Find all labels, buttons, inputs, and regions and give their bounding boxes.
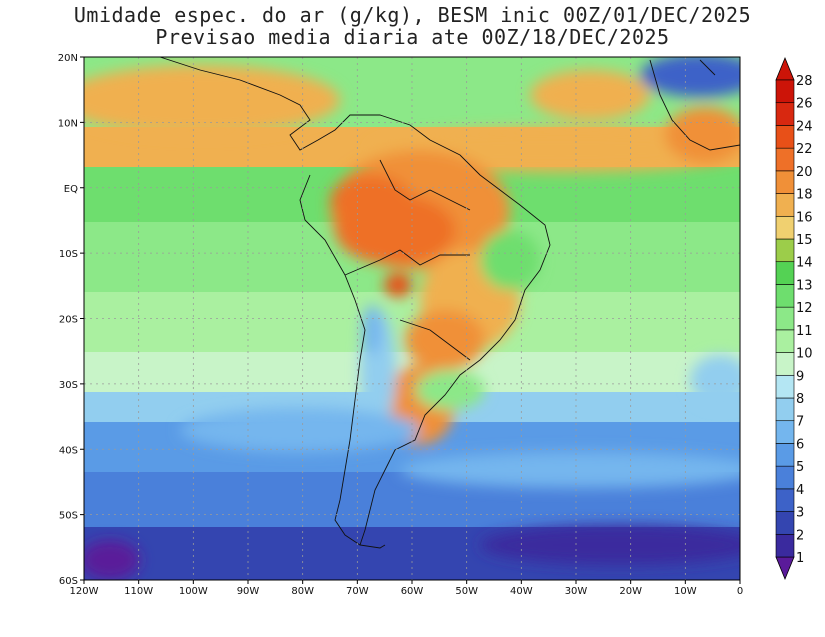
- colorbar-label: 7: [796, 415, 804, 430]
- colorbar-label: 11: [796, 324, 813, 339]
- colorbar-label: 15: [796, 233, 813, 248]
- lon-label: 20W: [619, 586, 642, 597]
- lon-label: 60W: [401, 586, 424, 597]
- colorbar-label: 2: [796, 528, 804, 543]
- latitude-labels: 20N 10N EQ 10S 20S 30S 40S 50S 60S: [58, 53, 84, 587]
- lat-label: 50S: [59, 511, 78, 522]
- colorbar-swatch: [775, 511, 795, 535]
- colorbar-label: 4: [796, 483, 804, 498]
- lat-label: 10N: [58, 118, 78, 129]
- lon-label: 120W: [70, 586, 99, 597]
- lon-label: 110W: [124, 586, 153, 597]
- colorbar-min-triangle: [775, 556, 795, 581]
- colorbar-label: 12: [796, 301, 813, 316]
- colorbar-swatch: [775, 465, 795, 490]
- colorbar-label: 6: [796, 437, 804, 452]
- lat-label: 20S: [59, 315, 78, 326]
- colorbar-swatch: [775, 443, 795, 467]
- colorbar-swatch: [775, 488, 795, 512]
- lat-label: 30S: [59, 380, 78, 391]
- colorbar-swatch: [775, 215, 795, 240]
- lon-label: 40W: [510, 586, 533, 597]
- lon-label: 90W: [237, 586, 260, 597]
- lat-label: EQ: [64, 184, 78, 195]
- colorbar-label: 22: [796, 142, 813, 157]
- colorbar-label: 1: [796, 551, 804, 566]
- colorbar-label: 16: [796, 210, 813, 225]
- colorbar-swatch: [775, 374, 795, 399]
- lon-label: 0: [737, 586, 743, 597]
- colorbar-label: 13: [796, 278, 813, 293]
- colorbar-swatch: [775, 193, 795, 217]
- colorbar-swatch: [775, 238, 795, 263]
- map-title: Umidade espec. do ar (g/kg), BESM inic 0…: [73, 3, 752, 27]
- colorbar-label: 20: [796, 165, 813, 180]
- colorbar-label: 5: [796, 460, 804, 475]
- lon-label: 80W: [291, 586, 314, 597]
- lon-label: 70W: [346, 586, 369, 597]
- lon-label: 10W: [674, 586, 697, 597]
- lat-label: 20N: [58, 53, 78, 64]
- colorbar-swatch: [775, 533, 795, 558]
- lon-label: 50W: [455, 586, 478, 597]
- colorbar-label: 18: [796, 188, 813, 203]
- colorbar-swatch: [775, 147, 795, 172]
- colorbar-label: 3: [796, 506, 804, 521]
- colorbar-swatch: [775, 261, 795, 285]
- humidity-field: [84, 57, 740, 580]
- colorbar-swatch: [775, 306, 795, 331]
- lat-label: 60S: [59, 576, 78, 587]
- colorbar-label: 14: [796, 256, 813, 271]
- colorbar-swatch: [775, 170, 795, 194]
- lat-label: 10S: [59, 249, 78, 260]
- colorbar-label: 24: [796, 119, 813, 134]
- map-gridlines: [84, 57, 740, 580]
- colorbar-swatch: [775, 79, 795, 104]
- colorbar-swatch: [775, 102, 795, 126]
- colorbar-swatch: [775, 329, 795, 353]
- lat-label: 40S: [59, 445, 78, 456]
- colorbar-swatch: [775, 125, 795, 149]
- colorbar-label: 28: [796, 74, 813, 89]
- colorbar-swatch: [775, 284, 795, 308]
- colorbar-max-triangle: [775, 56, 795, 81]
- colorbar-swatch: [775, 397, 795, 422]
- colorbar-label: 8: [796, 392, 804, 407]
- colorbar-label: 26: [796, 97, 813, 112]
- colorbar-label: 9: [796, 369, 804, 384]
- map-subtitle: Previsao media diaria ate 00Z/18/DEC/202…: [155, 25, 670, 49]
- longitude-labels: 120W 110W 100W 90W 80W 70W 60W 50W 40W 30W 20W 10W 0: [70, 580, 743, 597]
- colorbar-label: 10: [796, 347, 813, 362]
- lon-label: 100W: [179, 586, 208, 597]
- coastlines: [159, 57, 740, 549]
- lon-label: 30W: [565, 586, 588, 597]
- colorbar-swatch: [775, 352, 795, 376]
- colorbar-swatch: [775, 420, 795, 444]
